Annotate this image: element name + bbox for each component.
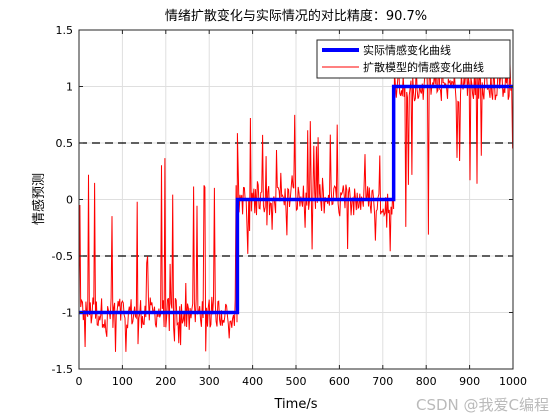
series-actual [79, 84, 513, 315]
x-tick-label: 400 [242, 375, 263, 388]
y-tick-label: -1.5 [52, 363, 73, 376]
x-tick-label: 800 [416, 375, 437, 388]
legend-label-actual: 实际情感变化曲线 [363, 43, 451, 57]
y-tick-label: -0.5 [52, 250, 73, 263]
legend-label-model: 扩散模型的情感变化曲线 [363, 60, 484, 74]
x-tick-label: 900 [459, 375, 480, 388]
x-tick-label: 300 [199, 375, 220, 388]
y-ticks: -1.5 -1 -0.5 0 0.5 1 1.5 [52, 24, 513, 376]
y-tick-label: 0.5 [56, 137, 74, 150]
reference-lines [79, 142, 513, 257]
x-tick-label: 500 [286, 375, 307, 388]
x-tick-label: 100 [112, 375, 133, 388]
y-tick-label: 1.5 [56, 24, 74, 37]
y-axis-label: 情感预测 [31, 173, 47, 225]
chart-title: 情绪扩散变化与实际情况的对比精度：90.7% [165, 8, 427, 24]
x-tick-label: 200 [155, 375, 176, 388]
x-tick-label: 0 [76, 375, 83, 388]
legend: 实际情感变化曲线 扩散模型的情感变化曲线 [316, 39, 511, 79]
y-tick-label: 1 [66, 81, 73, 94]
y-tick-label: -1 [62, 307, 73, 320]
legend-box [316, 39, 511, 79]
x-axis-label: Time/s [274, 397, 318, 412]
y-tick-label: 0 [66, 194, 73, 207]
series-line-actual [79, 84, 513, 315]
watermark: CSDN @我爱C编程 [415, 396, 549, 414]
x-tick-label: 1000 [499, 375, 527, 388]
x-tick-label: 600 [329, 375, 350, 388]
x-ticks: 0 100 200 300 400 500 600 700 800 900 1000 [76, 30, 527, 388]
x-tick-label: 700 [372, 375, 393, 388]
